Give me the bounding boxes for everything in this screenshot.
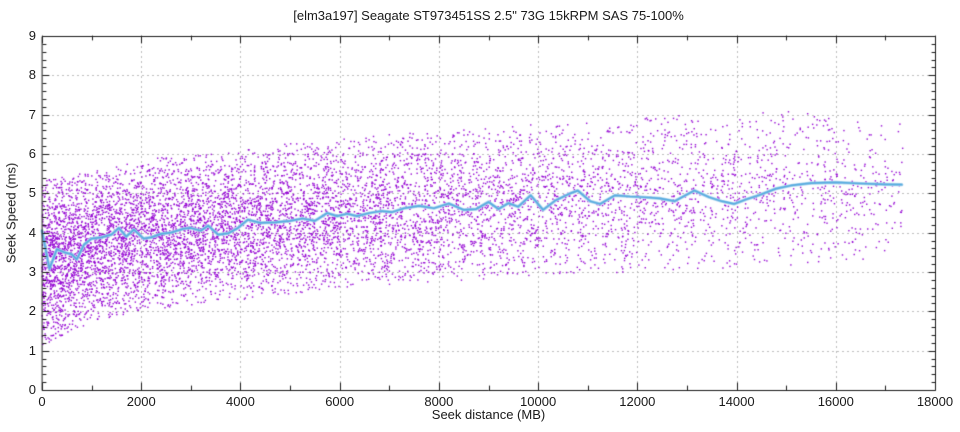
x-tick-label: 6000 (325, 394, 355, 409)
y-tick-label: 8 (28, 67, 36, 83)
y-tick-label: 7 (28, 106, 36, 122)
chart-title: [elm3a197] Seagate ST973451SS 2.5" 73G 1… (293, 8, 684, 23)
y-tick-label: 5 (28, 185, 36, 201)
y-tick-label: 2 (28, 303, 36, 319)
x-tick-label: 2000 (126, 394, 156, 409)
y-tick-label: 3 (28, 264, 36, 279)
y-tick-label: 0 (28, 382, 36, 397)
x-tick-label: 0 (38, 394, 46, 409)
x-tick-label: 16000 (817, 394, 854, 409)
x-tick-label: 10000 (520, 394, 557, 409)
x-tick-label: 18000 (916, 394, 954, 409)
y-tick-label: 6 (28, 146, 36, 161)
x-axis-label: Seek distance (MB) (431, 407, 546, 422)
x-tick-label: 14000 (718, 394, 755, 409)
x-tick-label: 8000 (424, 394, 454, 409)
y-tick-label: 4 (28, 224, 36, 240)
x-tick-label: 12000 (619, 394, 656, 409)
y-axis-label: Seek Speed (ms) (3, 162, 19, 264)
y-tick-label: 9 (28, 28, 36, 43)
x-tick-label: 4000 (225, 394, 255, 409)
y-tick-label: 1 (28, 342, 36, 358)
